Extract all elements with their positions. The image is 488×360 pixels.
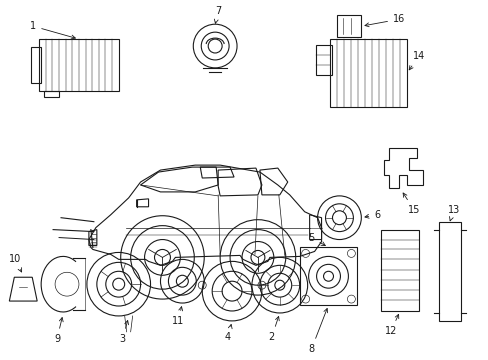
Text: 15: 15: [402, 193, 419, 215]
Text: 4: 4: [224, 324, 232, 342]
Text: 13: 13: [447, 205, 459, 221]
Text: 7: 7: [214, 6, 221, 23]
Text: 16: 16: [364, 14, 405, 27]
Text: 5: 5: [308, 233, 325, 246]
Text: 9: 9: [54, 318, 63, 344]
Bar: [39, 39, 119, 91]
Text: 12: 12: [384, 314, 398, 336]
Text: 11: 11: [172, 307, 184, 326]
Text: 2: 2: [268, 316, 279, 342]
Bar: [438, 222, 460, 321]
Text: 10: 10: [9, 255, 21, 272]
Bar: [337, 15, 361, 37]
Bar: [299, 247, 357, 305]
Text: 8: 8: [308, 309, 327, 354]
Text: 14: 14: [408, 51, 424, 70]
Bar: [381, 230, 418, 311]
Bar: [44, 91, 59, 96]
Text: 3: 3: [120, 320, 128, 344]
Bar: [31, 47, 41, 83]
Text: 6: 6: [364, 210, 380, 220]
Bar: [329, 39, 406, 107]
Text: 1: 1: [30, 21, 75, 39]
Bar: [315, 45, 331, 75]
